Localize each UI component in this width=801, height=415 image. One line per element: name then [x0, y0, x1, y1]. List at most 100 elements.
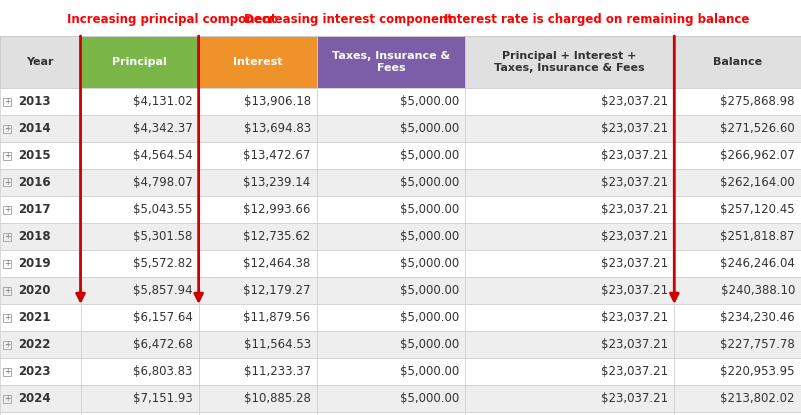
Bar	[199, 277, 316, 304]
Text: $262,164.00: $262,164.00	[720, 176, 795, 189]
Text: $23,037.21: $23,037.21	[602, 230, 668, 243]
Text: +: +	[4, 340, 10, 349]
Bar	[199, 196, 316, 223]
Bar	[3, 151, 11, 159]
Text: 2024: 2024	[18, 392, 50, 405]
Text: Year: Year	[26, 57, 54, 67]
Text: 2013: 2013	[18, 95, 50, 108]
Text: $271,526.60: $271,526.60	[720, 122, 795, 135]
Text: +: +	[4, 259, 10, 268]
Bar	[81, 250, 199, 277]
Bar	[199, 169, 316, 196]
Bar	[465, 331, 674, 358]
Bar	[674, 250, 801, 277]
Bar	[316, 169, 465, 196]
Bar	[0, 223, 81, 250]
Bar	[199, 36, 316, 88]
Text: +: +	[4, 205, 10, 214]
Text: $4,342.37: $4,342.37	[133, 122, 192, 135]
Text: +: +	[4, 232, 10, 241]
Text: 2023: 2023	[18, 365, 50, 378]
Bar	[0, 115, 81, 142]
Bar	[81, 412, 199, 415]
Bar	[674, 331, 801, 358]
Text: $5,000.00: $5,000.00	[400, 311, 459, 324]
Text: Principal: Principal	[112, 57, 167, 67]
Bar	[316, 88, 465, 115]
Text: +: +	[4, 124, 10, 133]
Text: $23,037.21: $23,037.21	[602, 176, 668, 189]
Bar	[0, 358, 81, 385]
Bar	[674, 196, 801, 223]
Text: $10,885.28: $10,885.28	[244, 392, 311, 405]
Text: $13,906.18: $13,906.18	[244, 95, 311, 108]
Bar	[199, 304, 316, 331]
Text: $5,857.94: $5,857.94	[133, 284, 192, 297]
Text: $11,879.56: $11,879.56	[244, 311, 311, 324]
Text: $5,000.00: $5,000.00	[400, 95, 459, 108]
Bar	[465, 250, 674, 277]
Bar	[316, 196, 465, 223]
Bar	[0, 88, 81, 115]
Text: $12,993.66: $12,993.66	[244, 203, 311, 216]
Text: $23,037.21: $23,037.21	[602, 203, 668, 216]
Bar	[0, 304, 81, 331]
Bar	[0, 412, 81, 415]
Text: 2022: 2022	[18, 338, 50, 351]
Bar	[0, 385, 81, 412]
Text: $23,037.21: $23,037.21	[602, 95, 668, 108]
Text: $213,802.02: $213,802.02	[721, 392, 795, 405]
Bar	[465, 88, 674, 115]
Text: 2016: 2016	[18, 176, 50, 189]
Bar	[81, 115, 199, 142]
Text: +: +	[4, 97, 10, 106]
Text: $4,564.54: $4,564.54	[133, 149, 192, 162]
Text: $13,472.67: $13,472.67	[244, 149, 311, 162]
Bar	[3, 232, 11, 241]
Bar	[674, 412, 801, 415]
Bar	[3, 313, 11, 322]
Bar	[674, 88, 801, 115]
Bar	[465, 304, 674, 331]
Bar	[316, 385, 465, 412]
Text: $246,246.04: $246,246.04	[720, 257, 795, 270]
Bar	[465, 277, 674, 304]
Bar	[674, 277, 801, 304]
Bar	[199, 331, 316, 358]
Bar	[316, 277, 465, 304]
Bar	[465, 358, 674, 385]
Bar	[674, 223, 801, 250]
Bar	[0, 331, 81, 358]
Bar	[316, 358, 465, 385]
Bar	[674, 304, 801, 331]
Text: $4,798.07: $4,798.07	[133, 176, 192, 189]
Bar	[199, 250, 316, 277]
Text: Interest rate is charged on remaining balance: Interest rate is charged on remaining ba…	[444, 13, 750, 26]
Text: $5,000.00: $5,000.00	[400, 122, 459, 135]
Text: $275,868.98: $275,868.98	[721, 95, 795, 108]
Text: $5,000.00: $5,000.00	[400, 230, 459, 243]
Bar	[3, 286, 11, 295]
Text: $23,037.21: $23,037.21	[602, 122, 668, 135]
Bar	[81, 358, 199, 385]
Text: $5,000.00: $5,000.00	[400, 365, 459, 378]
Bar	[674, 36, 801, 88]
Bar	[3, 368, 11, 376]
Bar	[674, 358, 801, 385]
Bar	[199, 115, 316, 142]
Text: Taxes, Insurance &
Fees: Taxes, Insurance & Fees	[332, 51, 450, 73]
Text: $23,037.21: $23,037.21	[602, 149, 668, 162]
Text: +: +	[4, 286, 10, 295]
Text: +: +	[4, 394, 10, 403]
Text: +: +	[4, 151, 10, 160]
Text: +: +	[4, 178, 10, 187]
Text: 2021: 2021	[18, 311, 50, 324]
Text: $257,120.45: $257,120.45	[720, 203, 795, 216]
Text: $5,000.00: $5,000.00	[400, 149, 459, 162]
Text: $23,037.21: $23,037.21	[602, 338, 668, 351]
Bar	[81, 196, 199, 223]
Text: $5,301.58: $5,301.58	[133, 230, 192, 243]
Bar	[3, 205, 11, 213]
Text: $23,037.21: $23,037.21	[602, 392, 668, 405]
Bar	[199, 223, 316, 250]
